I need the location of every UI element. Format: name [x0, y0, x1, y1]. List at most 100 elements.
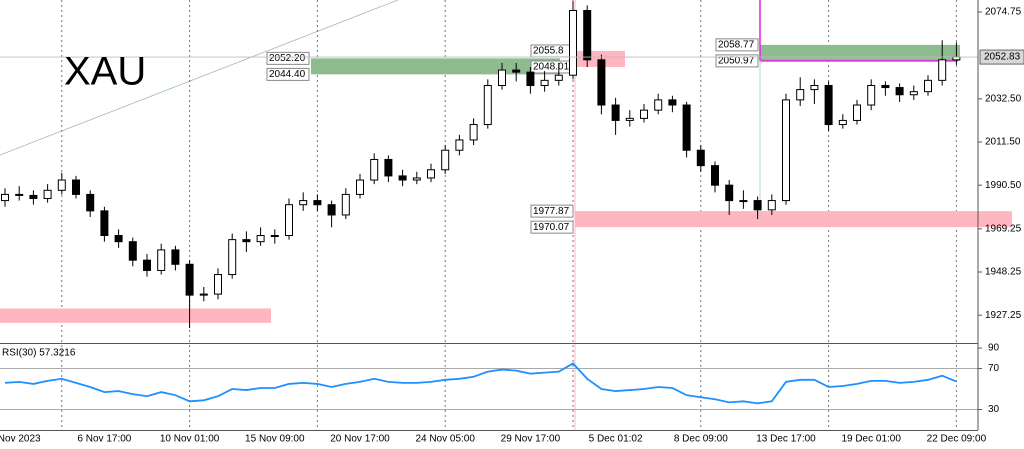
zone-label-box [530, 204, 574, 218]
candle-body [711, 165, 719, 186]
candle-body [853, 104, 861, 121]
candle-body [938, 59, 947, 81]
candle-body [57, 179, 66, 191]
candle-body [696, 149, 705, 167]
candle-body [171, 249, 180, 265]
candle-body [370, 158, 379, 181]
candle-body [952, 56, 961, 61]
candle-body [299, 200, 308, 206]
candle-body [469, 124, 478, 141]
candle-body [185, 263, 194, 296]
rsi-tick-label: 30 [988, 404, 1000, 415]
candle-body [824, 84, 833, 126]
candle-body [441, 149, 450, 171]
candle-body [924, 79, 932, 93]
zone-label: 2048.01 [533, 62, 570, 73]
candle-body [157, 249, 166, 271]
y-tick-label: 2032.50 [985, 93, 1022, 104]
zone-label-box [715, 54, 759, 68]
candle-body [356, 179, 364, 195]
candle-body [640, 109, 648, 119]
candle-body [270, 235, 279, 238]
candle-body [29, 194, 38, 200]
candle-body [796, 89, 805, 101]
candle-body [668, 99, 677, 106]
zone-label-box [530, 220, 574, 234]
candle-body [725, 184, 734, 202]
zone-label: 2044.40 [269, 69, 306, 80]
candle-body [214, 274, 222, 295]
candle-body [526, 71, 535, 86]
y-tick-label: 1948.25 [985, 267, 1022, 278]
zone-label-box [715, 38, 759, 52]
candle-body [512, 69, 521, 73]
candle-body [143, 259, 151, 271]
candle-body [242, 239, 251, 243]
x-tick-label: 22 Dec 09:00 [927, 434, 987, 445]
y-tick-label: 2011.50 [985, 137, 1021, 148]
x-tick-label: 15 Nov 09:00 [245, 434, 305, 445]
x-tick-label: 8 Dec 09:00 [674, 434, 728, 445]
rsi-title: RSI(30) 57.3216 [2, 348, 76, 359]
candle-body [838, 119, 847, 126]
candle-body [114, 235, 123, 243]
x-tick-label: 13 Dec 17:00 [756, 434, 816, 445]
zone-label: 2055.8 [533, 46, 564, 57]
candle-body [128, 241, 137, 261]
zone-label-box [266, 67, 310, 81]
candle-body [86, 193, 95, 212]
candle-body [313, 200, 322, 206]
candle-body [427, 169, 435, 179]
rsi-tick-label: 90 [988, 343, 1000, 354]
zone-label: 1970.07 [533, 222, 570, 233]
candle-body [498, 69, 506, 86]
candle-body [810, 84, 819, 91]
candle-body [654, 99, 663, 111]
candle-body [72, 179, 80, 195]
candle-body [1, 193, 9, 202]
candle-body [384, 158, 393, 177]
candle-body [100, 210, 109, 237]
candle-body [895, 87, 904, 96]
rsi-tick-label: 70 [988, 363, 1000, 374]
candle-body [753, 200, 762, 211]
zone [311, 58, 560, 75]
zone [575, 211, 1012, 228]
candle-body [554, 74, 563, 81]
y-tick-label: 1969.25 [985, 223, 1022, 234]
x-tick-label: Nov 2023 [0, 434, 41, 445]
candle-body [540, 79, 549, 86]
current-price-box [979, 49, 1024, 65]
candle-body [909, 91, 918, 96]
candle-body [569, 9, 577, 76]
y-tick-label: 1927.25 [985, 310, 1022, 321]
zone-label: 2058.77 [718, 40, 755, 51]
candle-body [682, 104, 691, 151]
zone [0, 308, 271, 323]
y-tick-label: 2074.75 [985, 7, 1022, 18]
x-tick-label: 5 Dec 01:02 [589, 434, 643, 445]
candle-body [867, 84, 876, 106]
candle-body [43, 189, 52, 200]
x-tick-label: 6 Nov 17:00 [77, 434, 131, 445]
candle-body [782, 99, 790, 202]
candle-body [398, 175, 407, 181]
x-tick-label: 29 Nov 17:00 [501, 434, 561, 445]
candle-body [881, 84, 890, 89]
candle-body [228, 239, 237, 276]
zone-label: 1977.87 [533, 206, 570, 217]
candle-body [767, 200, 776, 211]
x-tick-label: 24 Nov 05:00 [415, 434, 475, 445]
zone-label: 2052.20 [269, 53, 306, 64]
zone-label: 2050.97 [718, 56, 755, 67]
candle-body [199, 293, 208, 296]
candle-body [455, 139, 464, 151]
zone [760, 44, 960, 61]
y-tick-label: 1990.50 [985, 180, 1022, 191]
candle-body [412, 177, 421, 181]
candle-body [15, 193, 24, 196]
x-tick-label: 10 Nov 01:00 [160, 434, 220, 445]
rsi-line [4, 362, 957, 405]
trend-line [0, 0, 399, 156]
